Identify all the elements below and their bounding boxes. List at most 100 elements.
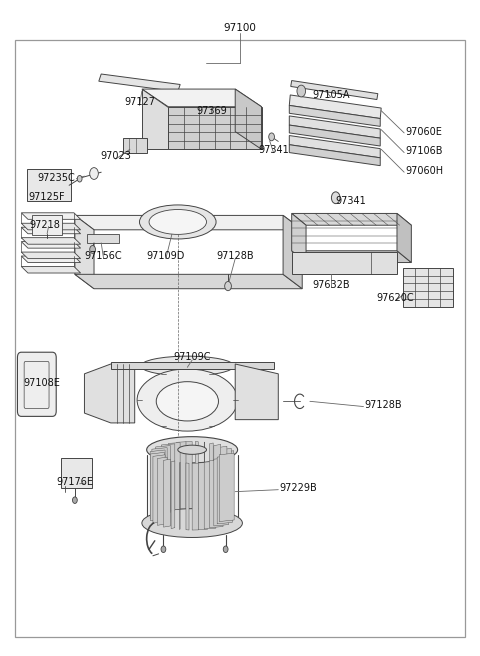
Polygon shape — [21, 237, 81, 244]
Polygon shape — [161, 444, 175, 512]
Circle shape — [90, 245, 96, 253]
Polygon shape — [204, 461, 216, 529]
Ellipse shape — [141, 356, 234, 376]
Polygon shape — [84, 364, 135, 423]
Polygon shape — [217, 446, 227, 514]
Polygon shape — [99, 74, 180, 92]
Ellipse shape — [149, 209, 206, 234]
Text: 97128B: 97128B — [364, 400, 402, 410]
Polygon shape — [156, 445, 170, 514]
Polygon shape — [209, 460, 223, 527]
Text: 97632B: 97632B — [312, 280, 350, 290]
Polygon shape — [87, 234, 120, 243]
Polygon shape — [152, 447, 167, 516]
Circle shape — [90, 168, 98, 179]
Polygon shape — [219, 453, 234, 522]
Polygon shape — [209, 443, 213, 510]
Text: 97176E: 97176E — [56, 477, 94, 487]
Polygon shape — [289, 95, 381, 119]
Text: 97060H: 97060H — [405, 166, 443, 176]
Polygon shape — [289, 106, 380, 127]
Polygon shape — [289, 145, 380, 166]
Text: 97060E: 97060E — [405, 127, 442, 136]
Polygon shape — [217, 455, 232, 524]
Ellipse shape — [178, 445, 206, 455]
FancyBboxPatch shape — [27, 169, 71, 201]
Polygon shape — [21, 266, 81, 273]
Polygon shape — [21, 223, 81, 230]
Polygon shape — [292, 252, 397, 274]
Polygon shape — [171, 461, 175, 529]
Text: 97341: 97341 — [336, 196, 366, 206]
Text: 97106B: 97106B — [405, 146, 443, 156]
FancyBboxPatch shape — [17, 352, 56, 417]
Text: 97128B: 97128B — [216, 251, 254, 261]
Polygon shape — [21, 241, 81, 248]
Polygon shape — [289, 125, 380, 146]
Polygon shape — [186, 463, 189, 530]
Text: 97125F: 97125F — [28, 192, 65, 202]
Polygon shape — [403, 268, 453, 307]
Polygon shape — [198, 462, 207, 530]
Polygon shape — [142, 89, 168, 150]
Ellipse shape — [147, 437, 238, 463]
Text: 97127: 97127 — [124, 97, 155, 107]
Circle shape — [72, 497, 77, 503]
Polygon shape — [289, 116, 380, 138]
Polygon shape — [195, 441, 198, 508]
Polygon shape — [235, 89, 262, 150]
Polygon shape — [21, 213, 81, 219]
Polygon shape — [397, 213, 411, 262]
Polygon shape — [75, 215, 302, 230]
Ellipse shape — [147, 508, 238, 535]
Ellipse shape — [140, 205, 216, 239]
Circle shape — [331, 192, 340, 203]
Polygon shape — [111, 362, 274, 369]
Polygon shape — [292, 213, 411, 225]
Text: 97235C: 97235C — [37, 173, 75, 183]
Polygon shape — [214, 444, 221, 512]
Polygon shape — [21, 256, 81, 262]
Text: 97100: 97100 — [224, 23, 256, 33]
Polygon shape — [289, 136, 380, 158]
Polygon shape — [75, 215, 94, 289]
FancyBboxPatch shape — [61, 459, 92, 488]
Polygon shape — [164, 459, 170, 527]
Polygon shape — [151, 453, 164, 521]
Circle shape — [161, 546, 166, 552]
Polygon shape — [292, 213, 306, 262]
Polygon shape — [157, 457, 167, 525]
Polygon shape — [177, 441, 186, 509]
Polygon shape — [283, 215, 302, 289]
Polygon shape — [168, 107, 262, 150]
Circle shape — [223, 546, 228, 552]
Text: 97218: 97218 — [29, 220, 60, 230]
Text: 97369: 97369 — [196, 106, 227, 115]
Polygon shape — [21, 227, 81, 234]
Polygon shape — [235, 364, 278, 420]
FancyBboxPatch shape — [32, 215, 62, 235]
Text: 97341: 97341 — [258, 145, 289, 155]
Polygon shape — [220, 451, 234, 519]
Polygon shape — [123, 138, 147, 153]
Ellipse shape — [137, 369, 238, 431]
Text: 97105A: 97105A — [312, 90, 350, 100]
Polygon shape — [214, 458, 228, 526]
Polygon shape — [292, 251, 411, 262]
Polygon shape — [21, 252, 81, 258]
Polygon shape — [142, 89, 262, 107]
Text: 97156C: 97156C — [85, 251, 122, 261]
Polygon shape — [150, 450, 165, 518]
Polygon shape — [192, 463, 198, 530]
Text: 97620C: 97620C — [377, 293, 414, 303]
Circle shape — [297, 85, 306, 97]
Polygon shape — [186, 441, 192, 508]
Text: 97108E: 97108E — [23, 378, 60, 388]
Ellipse shape — [156, 382, 218, 421]
Text: 97229B: 97229B — [279, 483, 317, 493]
Circle shape — [77, 175, 82, 182]
Polygon shape — [168, 443, 180, 510]
Text: 97109C: 97109C — [173, 352, 211, 363]
Polygon shape — [219, 449, 231, 517]
Circle shape — [225, 281, 231, 291]
